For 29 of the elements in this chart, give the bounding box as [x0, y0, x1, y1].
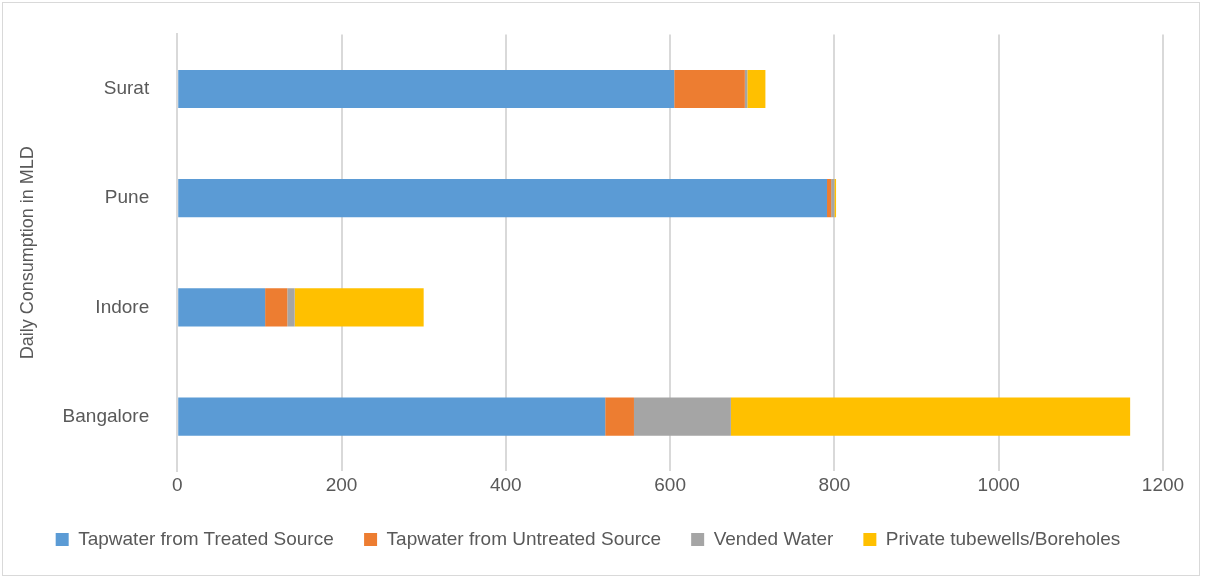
x-tick-label: 1000 — [977, 473, 1020, 495]
bar — [265, 288, 288, 327]
legend-label: Tapwater from Treated Source — [78, 527, 334, 549]
y-tick-label: Indore — [95, 295, 150, 317]
bar — [178, 179, 828, 218]
y-tick-label: Pune — [104, 186, 150, 208]
bar — [178, 397, 606, 436]
bar — [674, 69, 745, 109]
bar — [827, 179, 832, 218]
x-tick-label: 800 — [818, 473, 851, 495]
x-tick-label: 200 — [325, 473, 358, 495]
legend-label: Tapwater from Untreated Source — [386, 527, 662, 549]
bar — [178, 288, 266, 327]
x-tick-label: 600 — [654, 473, 686, 495]
x-tick-label: 0 — [171, 473, 183, 495]
y-axis-title: Daily Consumption in MLD — [16, 146, 37, 360]
y-tick-label: Bangalore — [62, 404, 150, 426]
legend-label: Vended Water — [713, 527, 835, 549]
bar — [730, 397, 1131, 436]
bar — [294, 288, 424, 327]
y-tick-label: Surat — [103, 77, 150, 99]
bar — [605, 397, 634, 436]
bar — [747, 69, 766, 109]
legend-label: Private tubewells/Boreholes — [885, 527, 1121, 549]
bar — [287, 288, 295, 327]
x-tick-label: 400 — [489, 473, 522, 495]
bar — [633, 397, 731, 436]
x-tick-label: 1200 — [1141, 473, 1185, 495]
bar — [178, 69, 675, 109]
